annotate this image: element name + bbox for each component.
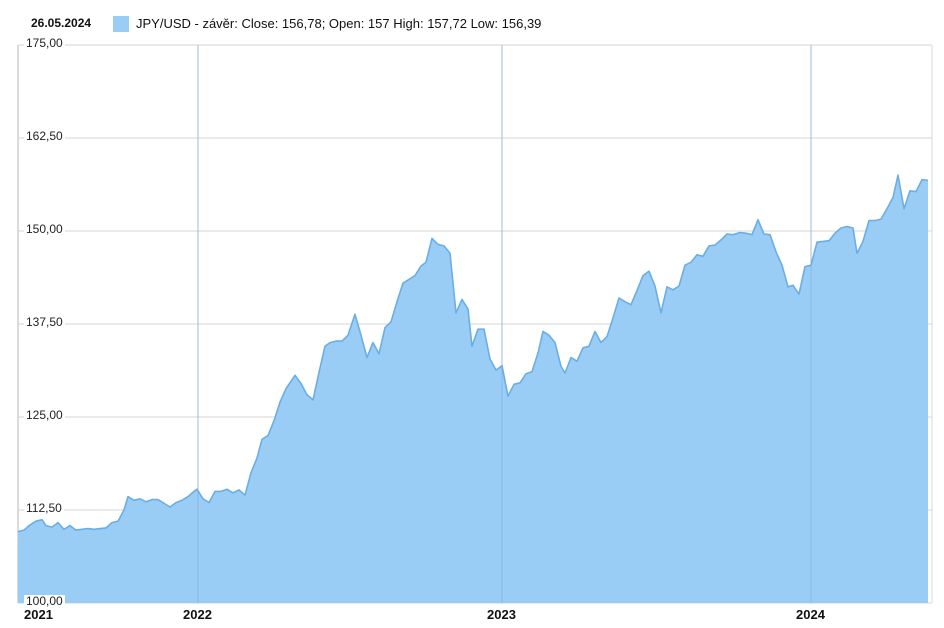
chart-header: 26.05.2024 JPY/USD - závěr: Close: 156,7… bbox=[0, 13, 944, 35]
y-tick-label: 150,00 bbox=[24, 222, 65, 236]
legend-label: JPY/USD - závěr: Close: 156,78; Open: 15… bbox=[136, 16, 542, 31]
x-tick-label: 2022 bbox=[183, 607, 212, 622]
area-line bbox=[17, 174, 929, 533]
y-tick-label: 112,50 bbox=[24, 501, 64, 515]
x-tick-label: 2024 bbox=[796, 607, 825, 622]
x-tick-label: 2021 bbox=[24, 607, 53, 622]
y-tick-label: 162,50 bbox=[24, 129, 65, 143]
y-tick-label: 175,00 bbox=[24, 36, 65, 50]
x-tick-label: 2023 bbox=[487, 607, 516, 622]
y-tick-label: 137,50 bbox=[24, 315, 65, 329]
legend-date: 26.05.2024 bbox=[31, 16, 92, 30]
y-tick-label: 125,00 bbox=[24, 408, 65, 422]
legend-swatch bbox=[113, 16, 129, 32]
y-tick-label: 100,00 bbox=[24, 594, 65, 608]
area-fill bbox=[18, 175, 928, 603]
